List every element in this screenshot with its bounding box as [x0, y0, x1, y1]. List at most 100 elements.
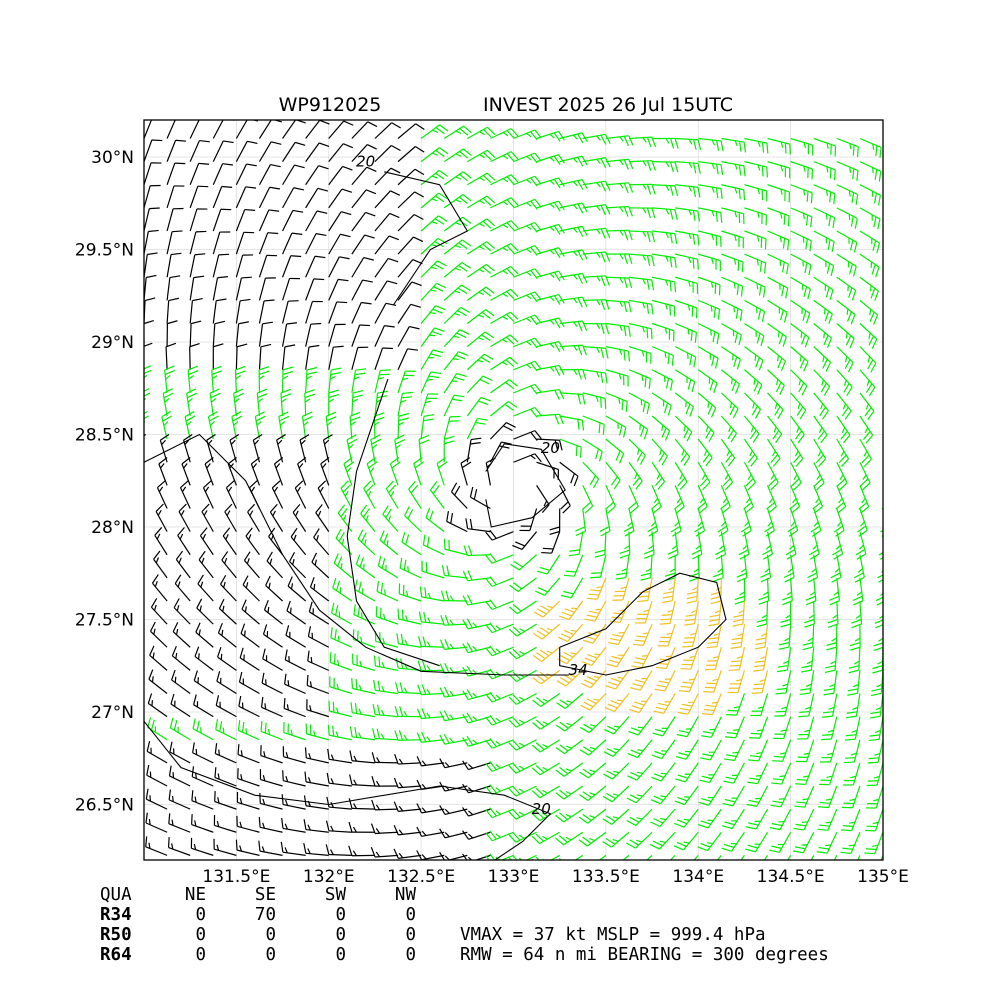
wind-barb [605, 415, 627, 438]
wind-barb [744, 276, 766, 298]
wind-barb [439, 686, 468, 698]
wind-barb [513, 221, 542, 233]
wind-barb [374, 167, 401, 186]
wind-barb [373, 679, 399, 695]
wind-barb [764, 508, 776, 537]
wind-barb [669, 854, 676, 860]
wind-barb [579, 739, 607, 756]
wind-barb [773, 716, 792, 740]
wind-barb [859, 438, 872, 468]
wind-barb [189, 320, 202, 347]
wind-barb [580, 669, 607, 689]
wind-barb [490, 243, 519, 255]
wind-barb [880, 508, 883, 537]
wind-barb [418, 611, 445, 625]
wind-barb [404, 506, 422, 533]
wind-barb [720, 438, 736, 467]
wind-barb [555, 716, 584, 732]
wind-barb [193, 670, 214, 694]
wind-barb [626, 808, 653, 826]
wind-barb [767, 253, 789, 275]
wind-barb [720, 485, 731, 514]
wind-barb [485, 761, 514, 772]
wind-barb [651, 346, 674, 366]
wind-barb [509, 577, 537, 593]
wind-barb [259, 769, 283, 787]
wind-barb [859, 276, 879, 302]
wind-barb [281, 277, 300, 301]
wind-barb [749, 716, 769, 739]
wind-barb [328, 700, 352, 718]
wind-barb [490, 197, 519, 209]
wind-barb [212, 320, 226, 347]
wind-barb [280, 388, 292, 417]
wind-barb [536, 317, 565, 329]
wind-barb [740, 508, 752, 537]
wind-barb [294, 480, 307, 509]
wind-barb [467, 195, 496, 209]
wind-barb [282, 120, 306, 139]
wind-barb [393, 801, 422, 812]
wind-barb [833, 855, 838, 860]
wind-barb [532, 646, 561, 662]
wind-barb [605, 461, 621, 490]
wind-barb [313, 528, 330, 556]
wind-barb [697, 438, 713, 467]
wind-barb [602, 831, 630, 848]
wind-barb [603, 762, 630, 780]
wind-barb [443, 329, 470, 348]
wind-barb [269, 503, 284, 532]
wind-barb [305, 142, 330, 162]
wind-barb [805, 577, 817, 606]
wind-barb [712, 554, 724, 583]
wind-barb [643, 531, 655, 559]
wind-barb [416, 826, 445, 837]
wind-barb [721, 808, 745, 830]
wind-barb [144, 184, 161, 209]
wind-barb [189, 275, 205, 301]
wind-barb [882, 184, 883, 186]
wind-barb [288, 552, 307, 579]
table-row-label-r64: R64 [100, 945, 132, 965]
wind-barb [207, 411, 219, 440]
wind-barb [485, 645, 514, 657]
wind-barb [536, 293, 565, 305]
wind-barb [722, 785, 745, 807]
wind-barb [218, 598, 237, 625]
wind-barb [836, 184, 859, 205]
wind-barb [724, 739, 745, 762]
wind-barb [693, 854, 699, 860]
wind-barb [397, 281, 422, 301]
chart-title-left: WP912025 [279, 94, 382, 116]
wind-barb [485, 714, 514, 726]
wind-barb [166, 230, 183, 255]
wind-barb [466, 241, 495, 255]
wind-barb [582, 854, 607, 860]
wind-barb [754, 624, 769, 650]
wind-barb [704, 647, 722, 671]
wind-barb [144, 319, 154, 347]
wind-barb [282, 141, 306, 162]
wind-barb [215, 719, 237, 741]
wind-barb [151, 574, 168, 602]
wind-barb [651, 392, 672, 416]
wind-barb [462, 760, 491, 771]
wind-barb [408, 480, 422, 509]
wind-barb [744, 137, 769, 154]
wind-barb [328, 323, 346, 347]
wind-barb [281, 794, 306, 810]
wind-barb [882, 369, 883, 371]
wind-barb [348, 774, 375, 787]
wind-barb [651, 415, 671, 441]
wind-barb [307, 650, 329, 671]
wind-barb [817, 808, 838, 831]
wind-barb [328, 188, 353, 209]
wind-barb [790, 392, 807, 420]
wind-barb [807, 554, 819, 583]
wind-barb [490, 220, 519, 232]
wind-barb [439, 733, 468, 745]
wind-barb [581, 646, 607, 666]
wind-barb [508, 716, 537, 728]
table-cell: 0 [265, 945, 276, 965]
